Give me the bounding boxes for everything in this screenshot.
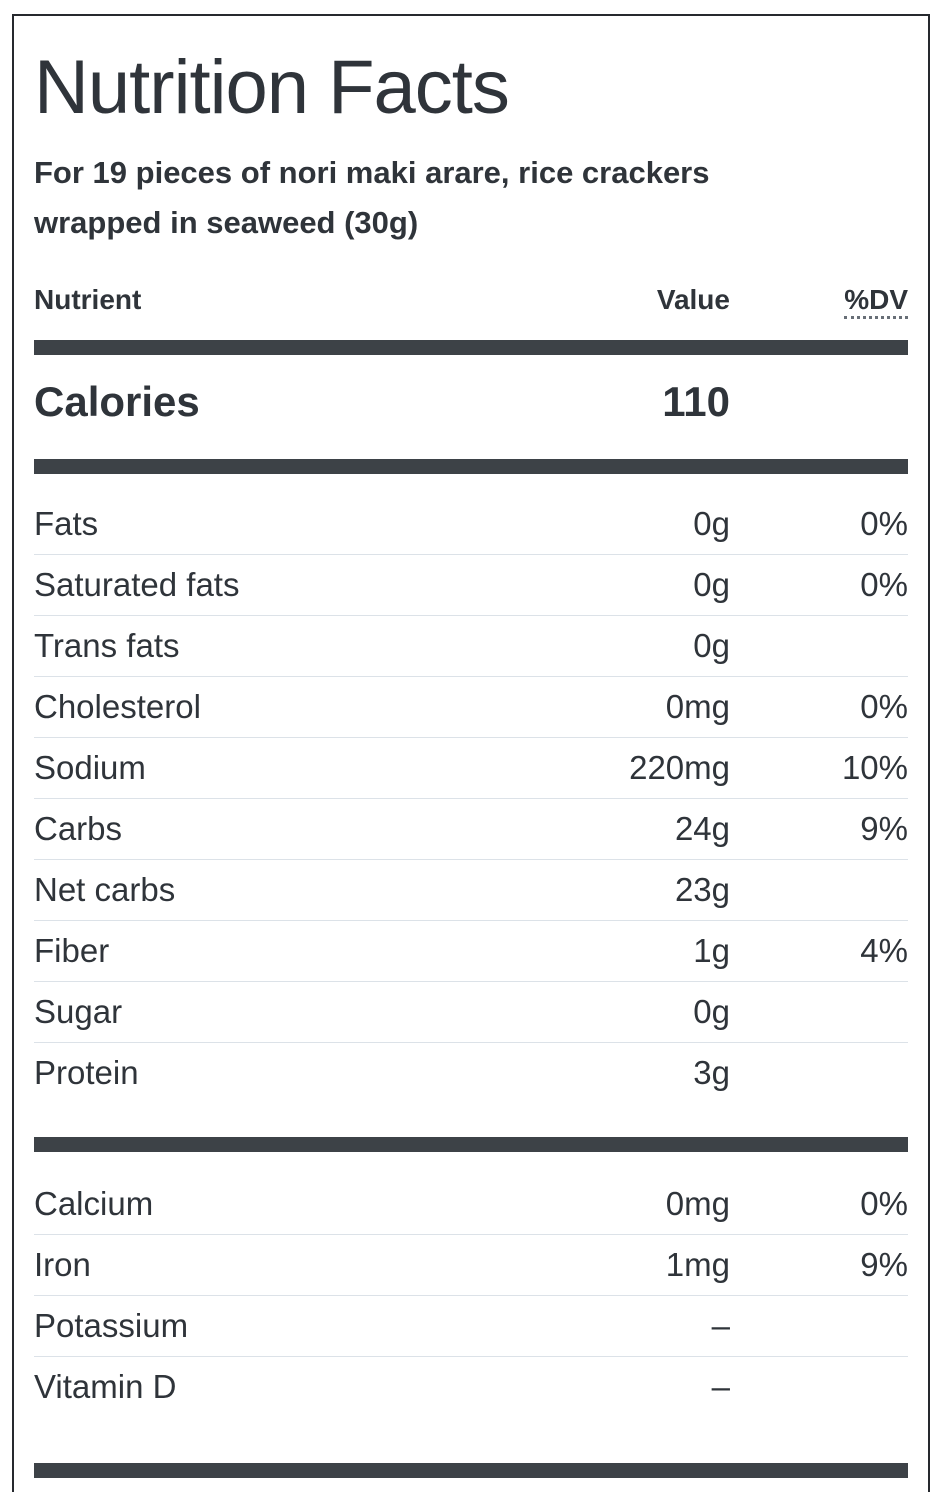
nutrient-name: Vitamin D xyxy=(34,1368,177,1406)
table-row: Sodium 220mg 10% xyxy=(34,738,908,800)
nutrient-dv: 0% xyxy=(860,1185,908,1223)
nutrient-value: – xyxy=(711,1307,730,1345)
nutrient-dv: 0% xyxy=(860,688,908,726)
nutrient-dv: 0% xyxy=(860,566,908,604)
nutrient-value: 0g xyxy=(693,566,730,604)
nutrient-dv: 9% xyxy=(860,1246,908,1284)
table-row: Fats 0g 0% xyxy=(34,494,908,556)
column-header-nutrient: Nutrient xyxy=(34,284,142,316)
nutrient-name: Sugar xyxy=(34,993,123,1031)
nutrient-dv: 9% xyxy=(860,810,908,848)
serving-description: For 19 pieces of nori maki arare, rice c… xyxy=(34,154,710,241)
nutrient-value: 24g xyxy=(674,810,730,848)
page-title: Nutrition Facts xyxy=(34,45,510,130)
calories-row: Calories 110 xyxy=(34,355,908,451)
divider-thick-top xyxy=(34,340,908,356)
nutrient-name: Saturated fats xyxy=(34,566,240,604)
table-row: Trans fats 0g xyxy=(34,616,908,678)
nutrient-name: Calcium xyxy=(34,1185,154,1223)
table-row: Carbs 24g 9% xyxy=(34,799,908,861)
table-row: Saturated fats 0g 0% xyxy=(34,555,908,617)
nutrient-value: 220mg xyxy=(629,749,730,787)
nutrient-value: 0g xyxy=(693,993,730,1031)
table-row: Net carbs 23g xyxy=(34,860,908,922)
nutrient-name: Net carbs xyxy=(34,871,176,909)
divider-thick-after-calories xyxy=(34,459,908,475)
nutrient-value: 1g xyxy=(693,932,730,970)
nutrient-value: 0g xyxy=(693,627,730,665)
nutrient-table: Fats 0g 0% Saturated fats 0g 0% Trans fa… xyxy=(34,494,908,1103)
table-row: Calcium 0mg 0% xyxy=(34,1174,908,1236)
table-row: Vitamin D – xyxy=(34,1357,908,1417)
divider-thick-bottom xyxy=(34,1463,908,1479)
nutrient-name: Fiber xyxy=(34,932,110,970)
table-row: Cholesterol 0mg 0% xyxy=(34,677,908,739)
calories-value: 110 xyxy=(662,378,730,426)
nutrient-value: 1mg xyxy=(665,1246,730,1284)
nutrient-dv: 0% xyxy=(860,505,908,543)
column-header-dv-tooltip[interactable]: %DV xyxy=(844,284,908,320)
nutrient-value: – xyxy=(711,1368,730,1406)
nutrient-value: 0mg xyxy=(665,688,730,726)
nutrient-dv: 10% xyxy=(841,749,908,787)
nutrient-value: 0g xyxy=(693,505,730,543)
table-row: Potassium – xyxy=(34,1296,908,1358)
nutrient-name: Trans fats xyxy=(34,627,180,665)
nutrition-facts-label: Nutrition Facts For 19 pieces of nori ma… xyxy=(12,14,930,1492)
column-header-row: Nutrient Value %DV xyxy=(34,284,908,320)
nutrient-name: Fats xyxy=(34,505,99,543)
nutrient-value: 0mg xyxy=(665,1185,730,1223)
table-row: Iron 1mg 9% xyxy=(34,1235,908,1297)
nutrient-name: Sodium xyxy=(34,749,146,787)
table-row: Sugar 0g xyxy=(34,982,908,1044)
nutrient-name: Potassium xyxy=(34,1307,189,1345)
nutrient-name: Carbs xyxy=(34,810,123,848)
divider-thick-before-minerals xyxy=(34,1137,908,1153)
minerals-table: Calcium 0mg 0% Iron 1mg 9% Potassium – V… xyxy=(34,1174,908,1417)
column-header-value: Value xyxy=(656,284,730,316)
table-row: Fiber 1g 4% xyxy=(34,921,908,983)
table-row: Protein 3g xyxy=(34,1043,908,1103)
calories-label: Calories xyxy=(34,378,200,426)
nutrient-dv: 4% xyxy=(860,932,908,970)
nutrient-value: 3g xyxy=(693,1054,730,1092)
nutrient-value: 23g xyxy=(674,871,730,909)
nutrient-name: Protein xyxy=(34,1054,139,1092)
nutrient-name: Cholesterol xyxy=(34,688,201,726)
nutrient-name: Iron xyxy=(34,1246,91,1284)
